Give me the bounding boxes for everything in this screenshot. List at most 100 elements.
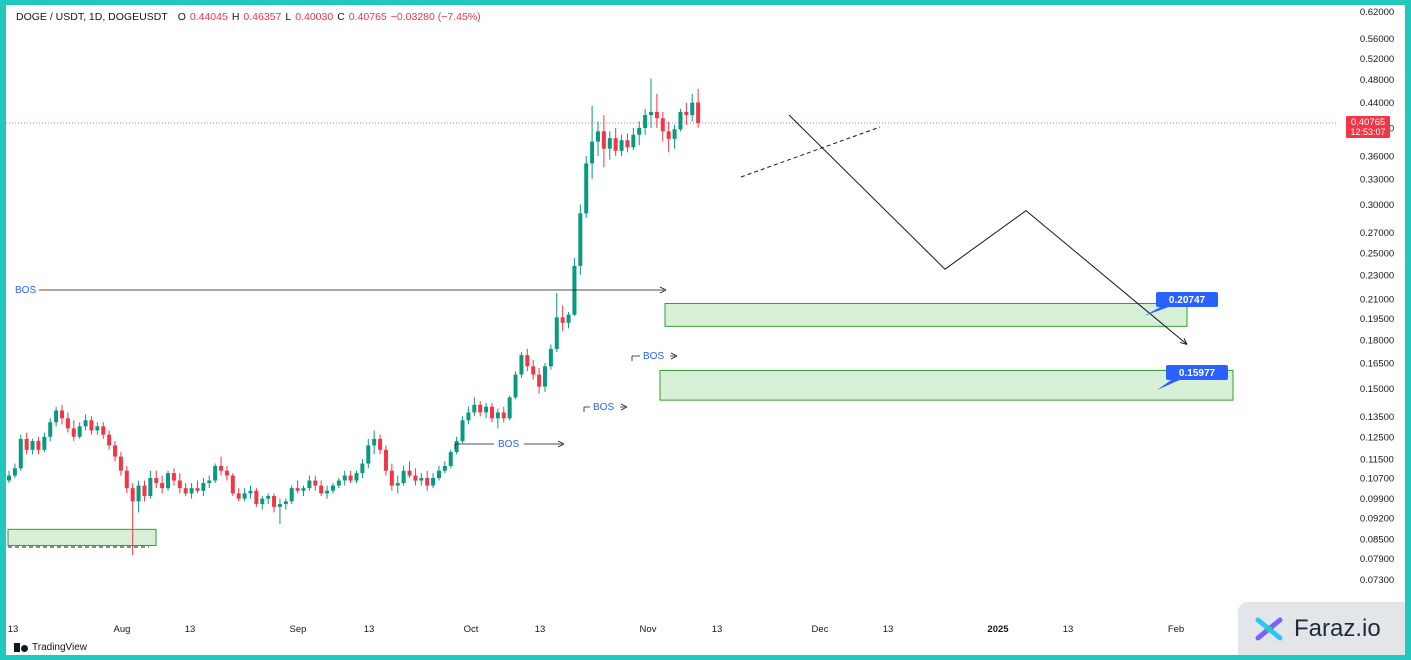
open-value: 0.44045 xyxy=(189,11,228,23)
candle-body xyxy=(283,501,288,505)
tradingview-label: TradingView xyxy=(32,642,88,653)
y-tick-label: 0.56000 xyxy=(1360,34,1394,45)
candle-body xyxy=(401,470,406,484)
bos-arrowhead xyxy=(620,403,628,411)
bos-arrowhead xyxy=(659,286,667,294)
candle-body xyxy=(590,141,595,164)
candle-body xyxy=(130,488,135,502)
candle-body xyxy=(272,496,277,507)
y-tick-label: 0.30000 xyxy=(1360,200,1394,211)
x-tick-label: Feb xyxy=(1168,624,1184,635)
candle-body xyxy=(460,420,465,442)
x-tick-label: Sep xyxy=(290,624,307,635)
candle-body xyxy=(124,470,129,489)
candle-body xyxy=(201,483,206,491)
bos-arrowhead xyxy=(670,352,678,360)
candle-body xyxy=(236,493,241,499)
projected-price-path xyxy=(788,114,1188,345)
candle-body xyxy=(631,134,636,148)
candle-body xyxy=(330,485,335,491)
open-label: O xyxy=(177,11,186,23)
y-tick-label: 0.27000 xyxy=(1360,228,1394,239)
x-tick-label: 2025 xyxy=(987,624,1009,635)
candle-body xyxy=(419,478,424,481)
bos-label: BOS xyxy=(498,439,519,450)
candle-body xyxy=(136,485,141,502)
candle-body xyxy=(601,131,606,149)
candle-body xyxy=(336,480,341,486)
y-tick-label: 0.08500 xyxy=(1360,535,1394,546)
y-tick-label: 0.11500 xyxy=(1360,454,1394,465)
candle-body xyxy=(42,436,47,450)
candle-body xyxy=(24,438,29,450)
candle-body xyxy=(484,406,489,413)
y-tick-label: 0.18000 xyxy=(1360,335,1394,346)
candle-body xyxy=(519,355,524,375)
candle-body xyxy=(425,478,430,486)
y-tick-label: 0.23000 xyxy=(1360,270,1394,281)
y-tick-label: 0.13500 xyxy=(1360,412,1394,423)
candle-body xyxy=(189,488,194,494)
bos-label-bg xyxy=(640,349,670,361)
close-value: 0.40765 xyxy=(348,11,387,23)
x-tick-label: 13 xyxy=(185,624,196,635)
y-tick-label: 0.21000 xyxy=(1360,295,1394,306)
zone-lower-label-pointer xyxy=(1157,378,1184,390)
current-price-badge xyxy=(1346,115,1390,138)
candle-body xyxy=(342,475,347,481)
candle-body xyxy=(672,129,677,139)
candle-body xyxy=(166,473,171,489)
candle-body xyxy=(584,163,589,214)
x-tick-label: 13 xyxy=(1063,624,1074,635)
symbol-header: DOGE / USDT, 1D, DOGEUSDT O 0.44045 H 0.46… xyxy=(16,11,481,23)
candle-body xyxy=(578,213,583,266)
demand-zone xyxy=(664,303,1188,327)
candle-body xyxy=(313,480,318,486)
y-tick-label: 0.33000 xyxy=(1360,175,1394,186)
tradingview-logo[interactable]: TradingView xyxy=(14,642,87,653)
candle-body xyxy=(413,475,418,481)
candle-body xyxy=(30,441,35,450)
zone-upper-label-pointer xyxy=(1144,305,1174,316)
candle-body xyxy=(60,410,65,419)
candle-body xyxy=(65,418,70,429)
candle-body xyxy=(101,426,106,435)
close-label: C xyxy=(337,11,345,23)
candle-body xyxy=(230,475,235,494)
candle-body xyxy=(436,470,441,479)
y-tick-label: 0.48000 xyxy=(1360,75,1394,86)
candle-body xyxy=(554,317,559,349)
candle-body xyxy=(407,470,412,476)
candle-body xyxy=(560,317,565,323)
candle-body xyxy=(684,111,689,116)
zone-upper-label-bg[interactable] xyxy=(1156,292,1218,307)
zone-lower-label-bg[interactable] xyxy=(1166,365,1228,380)
candle-body xyxy=(348,475,353,481)
candle-body xyxy=(666,131,671,139)
candle-body xyxy=(643,115,648,128)
candle-body xyxy=(195,488,200,491)
bos-label: BOS xyxy=(643,351,664,362)
candle-body xyxy=(531,366,536,375)
y-tick-label: 0.12500 xyxy=(1360,432,1394,443)
candle-body xyxy=(637,128,642,135)
candle-body xyxy=(454,441,459,453)
zone-lower-label: 0.15977 xyxy=(1179,368,1216,379)
low-value: 0.40030 xyxy=(295,11,334,23)
y-tick-label: 0.19500 xyxy=(1360,314,1394,325)
candle-body xyxy=(619,140,624,151)
y-tick-label: 0.44000 xyxy=(1360,98,1394,109)
candle-body xyxy=(301,488,306,491)
candlestick-chart[interactable]: BOS BOS BOS BOS 0.20747 0.15977 0.62000 0.56000… xyxy=(6,5,1405,655)
candle-body xyxy=(507,397,512,419)
candle-body xyxy=(242,493,247,499)
bos-label-bg xyxy=(494,437,524,449)
candle-body xyxy=(360,463,365,474)
candle-body xyxy=(207,480,212,484)
candle-body xyxy=(160,483,165,489)
x-tick-label: Dec xyxy=(812,624,829,635)
x-tick-label: Aug xyxy=(114,624,131,635)
candle-body xyxy=(307,480,312,489)
high-value: 0.46357 xyxy=(243,11,282,23)
symbol-name: DOGE / USDT, 1D, DOGEUSDT xyxy=(16,11,168,23)
